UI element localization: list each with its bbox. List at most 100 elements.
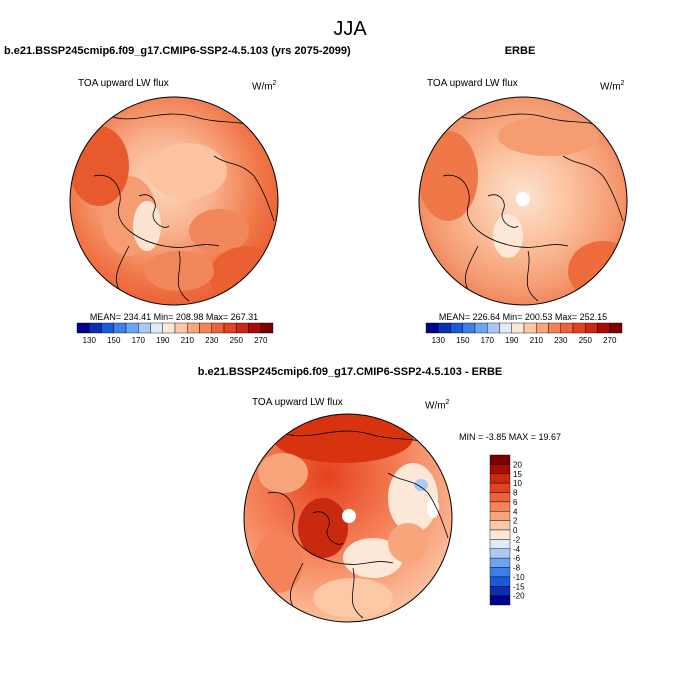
model-colorbar-box [113, 322, 127, 334]
obs-colorbar-tick-label: 270 [603, 336, 617, 345]
diff-colorbar-tick-label: 0 [513, 526, 518, 535]
model-polar-map [69, 96, 279, 306]
diff-colorbar-tick-label: 8 [513, 489, 518, 498]
diff-colorbar-box [489, 548, 511, 559]
diff-colorbar-tick-label: -4 [513, 545, 521, 554]
obs-colorbar-box [462, 322, 476, 334]
obs-colorbar-box [450, 322, 463, 334]
obs-colorbar-box [523, 322, 537, 334]
obs-panel-header: ERBE [504, 45, 536, 57]
model-colorbar-box [76, 322, 90, 334]
diff-polar-hole [342, 509, 356, 523]
diff-colorbar-box [489, 595, 511, 606]
diff-colorbar-box [489, 576, 511, 587]
obs-colorbar: 130 150 170 190 210 230 250 270 [425, 322, 623, 345]
diff-colorbar-box [489, 464, 511, 474]
diff-colorbar-box [489, 501, 511, 512]
obs-variable-label: TOA upward LW flux [427, 78, 518, 89]
diff-colorbar-box [489, 482, 511, 493]
model-colorbar-box [223, 322, 237, 334]
diff-colorbar-tick-label: -10 [513, 573, 525, 582]
model-variable-label: TOA upward LW flux [78, 78, 169, 89]
model-colorbar-box [260, 322, 274, 334]
model-colorbar-box [125, 322, 139, 334]
model-colorbar-tick-label: 210 [181, 336, 195, 345]
model-colorbar-box [89, 322, 102, 334]
model-colorbar-box [138, 322, 151, 334]
obs-colorbar-box [597, 322, 610, 334]
obs-colorbar-tick-label: 150 [456, 336, 470, 345]
diff-colorbar-tick-label: -2 [513, 535, 521, 544]
obs-colorbar-box [425, 322, 439, 334]
model-colorbar-box [248, 322, 261, 334]
model-units: W/m2 [252, 80, 277, 93]
obs-colorbar-box [438, 322, 451, 334]
obs-colorbar-box [487, 322, 500, 334]
diff-colorbar-tick-label: 10 [513, 479, 522, 488]
model-colorbar-box [174, 322, 188, 334]
diff-colorbar-box [489, 539, 511, 549]
obs-colorbar-tick-label: 170 [481, 336, 495, 345]
obs-colorbar-box [560, 322, 574, 334]
diff-stats: MIN = -3.85 MAX = 19.67 [459, 432, 562, 442]
diff-colorbar-box [489, 520, 511, 531]
obs-colorbar-box [511, 322, 525, 334]
diff-colorbar-box [489, 492, 511, 503]
diff-panel-header: b.e21.BSSP245cmip6.f09_g17.CMIP6-SSP2-4.… [197, 366, 503, 378]
obs-colorbar-tick-label: 130 [432, 336, 446, 345]
diff-polar-map [243, 413, 453, 623]
obs-colorbar-tick-label: 190 [505, 336, 519, 345]
diff-colorbar-tick-label: 6 [513, 498, 518, 507]
obs-polar-hole [516, 192, 530, 206]
diff-colorbar-box [489, 473, 511, 484]
model-colorbar-tick-label: 130 [83, 336, 97, 345]
model-colorbar: 130 150 170 190 210 230 250 270 [76, 322, 274, 345]
model-colorbar-box [187, 322, 200, 334]
model-panel-header: b.e21.BSSP245cmip6.f09_g17.CMIP6-SSP2-4.… [4, 45, 351, 57]
diff-colorbar-box [489, 454, 511, 465]
model-colorbar-box [101, 322, 114, 334]
model-colorbar-tick-label: 270 [254, 336, 268, 345]
diff-colorbar-box [489, 557, 511, 568]
obs-colorbar-box [609, 322, 623, 334]
obs-polar-map [418, 96, 628, 306]
obs-colorbar-tick-label: 210 [530, 336, 544, 345]
model-colorbar-box [211, 322, 225, 334]
diff-colorbar-tick-label: -6 [513, 554, 521, 563]
obs-colorbar-box [474, 322, 488, 334]
diff-colorbar-tick-label: -15 [513, 582, 525, 591]
obs-colorbar-box [585, 322, 598, 334]
model-colorbar-box [199, 322, 212, 334]
diff-colorbar-box [489, 567, 511, 578]
season-title: JJA [333, 18, 367, 40]
obs-colorbar-tick-label: 230 [554, 336, 568, 345]
obs-colorbar-box [499, 322, 512, 334]
model-colorbar-tick-label: 250 [230, 336, 244, 345]
diff-colorbar-box [489, 586, 511, 596]
model-colorbar-tick-label: 230 [205, 336, 219, 345]
model-colorbar-tick-label: 150 [107, 336, 121, 345]
obs-colorbar-box [572, 322, 586, 334]
model-colorbar-box [162, 322, 176, 334]
diff-colorbar-tick-label: 2 [513, 517, 518, 526]
diff-colorbar-box [489, 529, 511, 540]
diff-colorbar-tick-label: -8 [513, 564, 521, 573]
obs-stats: MEAN= 226.64 Min= 200.53 Max= 252.15 [438, 312, 608, 322]
obs-units: W/m2 [600, 80, 625, 93]
model-stats: MEAN= 234.41 Min= 208.98 Max= 267.31 [89, 312, 259, 322]
diff-colorbar-box [489, 511, 511, 521]
obs-colorbar-box [536, 322, 549, 334]
obs-colorbar-box [548, 322, 561, 334]
diff-units: W/m2 [425, 399, 450, 412]
diff-colorbar-tick-label: 15 [513, 470, 522, 479]
model-colorbar-tick-label: 170 [132, 336, 146, 345]
model-colorbar-box [236, 322, 249, 334]
obs-colorbar-tick-label: 250 [579, 336, 593, 345]
diff-negative-anomaly [414, 479, 428, 491]
diff-colorbar-tick-label: 20 [513, 460, 522, 469]
diff-colorbar-tick-label: 4 [513, 507, 518, 516]
diff-variable-label: TOA upward LW flux [252, 397, 343, 408]
model-colorbar-box [150, 322, 163, 334]
diff-colorbar-tick-label: -20 [513, 592, 525, 601]
